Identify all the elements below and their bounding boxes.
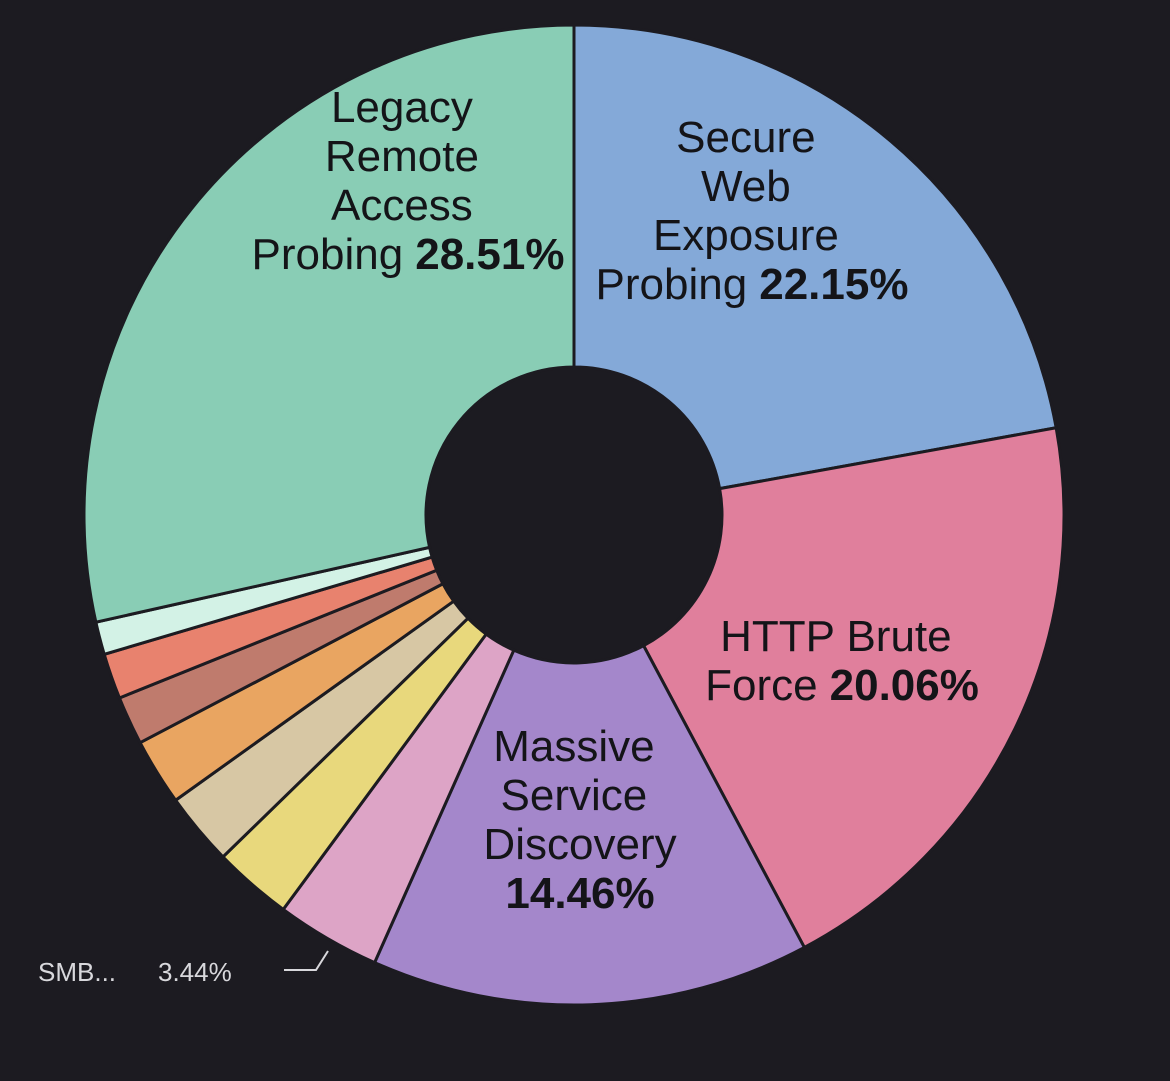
slice-label: Massive Service Discovery: [483, 722, 676, 869]
slice-value-label: 20.06%: [830, 661, 979, 710]
slice-label: Legacy Remote Access Probing: [252, 83, 492, 279]
slice-value-label: 22.15%: [759, 260, 908, 309]
external-label: SMB...: [38, 957, 116, 987]
slice-value-label: 14.46%: [505, 869, 654, 918]
slice-label-group: Legacy Remote Access Probing 28.51%: [252, 83, 565, 279]
donut-slice: [572, 23, 1058, 491]
leader-line: [284, 950, 329, 971]
donut-slice: [82, 23, 576, 624]
slice-label: Secure Web Exposure Probing: [596, 113, 852, 309]
slice-label: HTTP Brute Force: [705, 612, 964, 710]
slice-label-group: Secure Web Exposure Probing 22.15%: [596, 113, 909, 309]
slice-value-label: 28.51%: [415, 230, 564, 279]
slice-label-group: HTTP Brute Force 20.06%: [705, 612, 979, 710]
donut-slice: [372, 643, 807, 1007]
donut-slice: [641, 425, 1066, 950]
external-value-label: 3.44%: [158, 957, 232, 987]
